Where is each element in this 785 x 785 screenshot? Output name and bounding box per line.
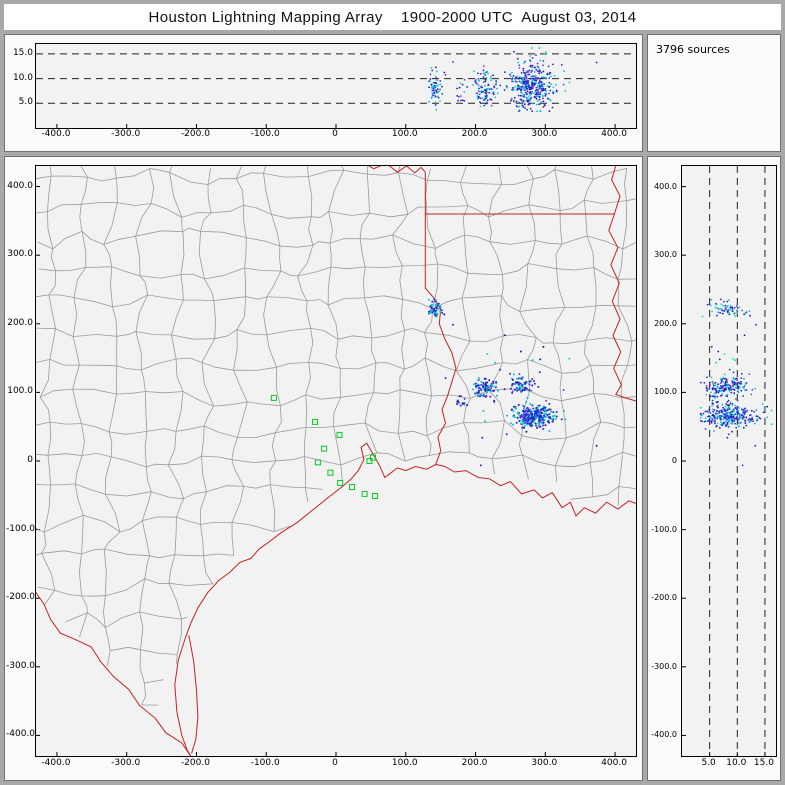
ew-tick-label: -200.0: [180, 758, 210, 768]
ns-tick-label: 100.0: [654, 387, 677, 397]
county-boundaries: [36, 166, 636, 706]
ns-tick-label: -400.0: [6, 729, 36, 740]
lma-stations: [270, 394, 379, 499]
ew-tick-label: 400.0: [601, 129, 627, 139]
ew-tick-label: 0: [332, 758, 338, 768]
lma-station-marker: [372, 492, 379, 499]
ew-tick-label: 0: [332, 129, 338, 139]
page-title: Houston Lightning Mapping Array 1900-200…: [4, 4, 781, 30]
lma-station-marker: [361, 490, 368, 497]
altitude-northsouth-canvas: [682, 166, 773, 756]
lma-station-marker: [369, 454, 376, 461]
plan-view-map-plot[interactable]: [35, 165, 637, 757]
ew-tick-label: -300.0: [111, 129, 141, 139]
ew-tick-label: 100.0: [391, 758, 418, 768]
alt-tick-label: 5.0: [701, 758, 716, 768]
lma-station-marker: [366, 458, 373, 464]
lightning-sources: [699, 298, 773, 467]
ns-tick-label: 200.0: [654, 318, 677, 328]
axis-ticks: [56, 124, 616, 128]
ns-tick-label: 400.0: [654, 181, 677, 191]
altitude-eastwest-canvas: [36, 47, 636, 128]
altitude-gridlines: [36, 53, 636, 104]
lma-station-marker: [314, 459, 321, 466]
panel-source-count: 3796 sources: [647, 34, 781, 152]
lma-station-marker: [327, 469, 334, 476]
ns-tick-label: 100.0: [7, 386, 33, 397]
ew-tick-label: 200.0: [461, 758, 488, 768]
ew-tick-label: -100.0: [250, 758, 280, 768]
plan-view-canvas: [36, 166, 636, 756]
alt-tick-label: 5.0: [18, 97, 33, 108]
ns-tick-label: 400.0: [7, 180, 33, 191]
ew-tick-label: -200.0: [180, 129, 210, 139]
ns-tick-label: -400.0: [651, 730, 677, 740]
axis-ticks: [36, 186, 616, 756]
alt-tick-label: 15.0: [12, 47, 33, 58]
ew-tick-label: 200.0: [461, 129, 488, 139]
ew-tick-label: 300.0: [531, 129, 558, 139]
altitude-gridlines: [709, 166, 766, 756]
altitude-eastwest-plot[interactable]: [35, 43, 637, 129]
ns-tick-label: -200.0: [651, 593, 677, 603]
altitude-northsouth-plot[interactable]: [681, 165, 777, 757]
lightning-sources: [428, 47, 598, 113]
alt-tick-label: 10.0: [12, 72, 33, 83]
ns-tick-label: 300.0: [654, 250, 677, 260]
lma-station-marker: [349, 484, 356, 491]
ew-tick-label: 100.0: [391, 129, 418, 139]
ns-tick-label: -200.0: [6, 592, 36, 603]
ns-tick-label: -100.0: [6, 523, 36, 534]
panel-altitude-vs-northsouth: 400.0 300.0 200.0 100.0 0 -100.0 -200.0 -300.0 -…: [647, 156, 781, 781]
ew-tick-label: 400.0: [601, 758, 627, 768]
ew-tick-label: -100.0: [250, 129, 280, 139]
panel-plan-view: -400.0 -300.0 -200.0 -100.0 0 100.0 200.0 300.0…: [4, 156, 643, 781]
axis-ticks: [682, 186, 766, 756]
lightning-sources: [427, 298, 598, 467]
ns-tick-label: 0: [671, 456, 677, 465]
ew-tick-label: -400.0: [41, 758, 71, 768]
ns-tick-label: 200.0: [7, 317, 33, 328]
ew-tick-label: -300.0: [111, 758, 141, 768]
lma-station-marker: [312, 418, 319, 425]
lma-station-marker: [336, 431, 343, 438]
alt-tick-label: 10.0: [726, 758, 747, 768]
ns-tick-label: 300.0: [7, 249, 33, 260]
state-borders: [36, 166, 636, 756]
panel-altitude-vs-eastwest: -400.0 -300.0 -200.0 -100.0 0 100.0 200.0 300.0…: [4, 34, 643, 152]
ns-tick-label: -300.0: [6, 660, 36, 671]
alt-tick-label: 15.0: [753, 758, 774, 768]
ns-tick-label: 0: [27, 455, 33, 465]
source-count-label: 3796 sources: [656, 43, 730, 56]
lma-station-marker: [270, 394, 277, 401]
lma-station-marker: [321, 445, 328, 452]
ns-tick-label: -300.0: [651, 661, 677, 671]
lma-station-marker: [337, 479, 344, 486]
ew-tick-label: 300.0: [531, 758, 558, 768]
ew-tick-label: -400.0: [41, 129, 71, 139]
ns-tick-label: -100.0: [651, 524, 677, 534]
